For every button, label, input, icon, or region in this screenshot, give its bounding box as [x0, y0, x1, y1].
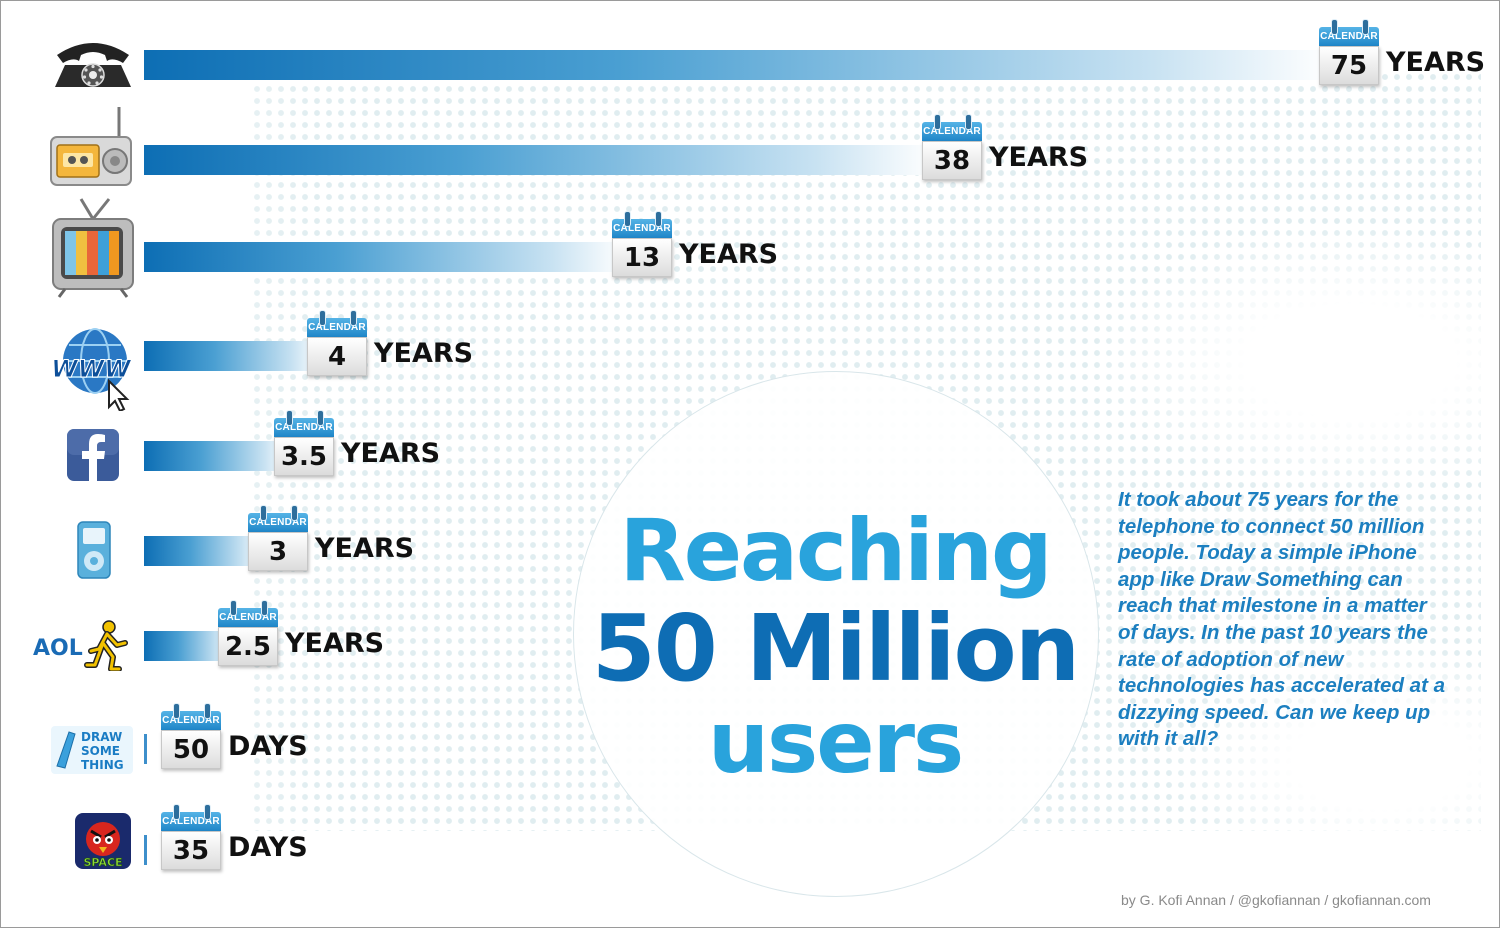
calendar-badge-radio: CALENDAR 38 — [922, 114, 982, 180]
value-label: 75 — [1319, 46, 1379, 85]
draw-something-icon: DRAW SOME THING — [51, 726, 133, 774]
unit-label: DAYS — [228, 731, 308, 762]
calendar-ring — [934, 114, 941, 130]
bar-facebook — [144, 441, 286, 471]
calendar-ring — [260, 505, 267, 521]
calendar-ring — [350, 310, 357, 326]
calendar-badge-aol: CALENDAR 2.5 — [218, 600, 278, 666]
unit-label: YEARS — [374, 338, 474, 369]
calendar-ring — [291, 505, 298, 521]
unit-label: YEARS — [989, 142, 1089, 173]
calendar-ring — [1331, 19, 1338, 35]
value-label: 4 — [307, 337, 367, 376]
calendar-ring — [317, 410, 324, 426]
calendar-label: CALENDAR — [161, 812, 221, 831]
calendar-badge-telephone: CALENDAR 75 — [1319, 19, 1379, 85]
telephone-icon — [55, 43, 131, 87]
title-circle — [573, 371, 1099, 897]
calendar-ring — [173, 703, 180, 719]
bar-ipod — [144, 536, 260, 566]
calendar-label: CALENDAR — [218, 608, 278, 627]
calendar-ring — [624, 211, 631, 227]
calendar-ring — [965, 114, 972, 130]
value-label: 3 — [248, 532, 308, 571]
description-text: It took about 75 years for the telephone… — [1118, 488, 1445, 751]
calendar-badge-draw-something: CALENDAR 50 — [161, 703, 221, 769]
calendar-badge-television: CALENDAR 13 — [612, 211, 672, 277]
title-line-2: 50 Million — [591, 595, 1080, 702]
calendar-ring — [319, 310, 326, 326]
unit-label: DAYS — [228, 832, 308, 863]
calendar-ring — [261, 600, 268, 616]
bar-aol — [144, 631, 230, 661]
calendar-badge-ipod: CALENDAR 3 — [248, 505, 308, 571]
facebook-icon — [67, 429, 119, 481]
calendar-label: CALENDAR — [248, 513, 308, 532]
svg-text:THING: THING — [81, 758, 124, 772]
calendar-ring — [230, 600, 237, 616]
svg-text:WWW: WWW — [51, 355, 132, 383]
unit-label: YEARS — [679, 239, 779, 270]
calendar-ring — [204, 703, 211, 719]
ipod-icon — [77, 521, 111, 579]
svg-text:DRAW: DRAW — [81, 730, 122, 744]
value-label: 50 — [161, 730, 221, 769]
calendar-label: CALENDAR — [161, 711, 221, 730]
value-label: 2.5 — [218, 627, 278, 666]
calendar-label: CALENDAR — [612, 219, 672, 238]
bar-angry-birds-space — [144, 835, 147, 865]
angry-birds-space-icon: SPACE — [75, 813, 131, 869]
unit-label: YEARS — [341, 438, 441, 469]
calendar-badge-facebook: CALENDAR 3.5 — [274, 410, 334, 476]
svg-text:SOME: SOME — [81, 744, 120, 758]
bar-telephone — [144, 50, 1331, 80]
www-icon: WWW — [51, 328, 133, 411]
unit-label: YEARS — [1386, 47, 1486, 78]
title-line-3: users — [707, 693, 964, 793]
calendar-label: CALENDAR — [274, 418, 334, 437]
value-label: 38 — [922, 141, 982, 180]
calendar-ring — [286, 410, 293, 426]
calendar-label: CALENDAR — [1319, 27, 1379, 46]
calendar-ring — [204, 804, 211, 820]
bar-television — [144, 242, 624, 272]
title-line-1: Reaching — [619, 501, 1052, 601]
aol-icon: AOL — [33, 620, 128, 671]
calendar-label: CALENDAR — [922, 122, 982, 141]
bar-radio — [144, 145, 934, 175]
calendar-label: CALENDAR — [307, 318, 367, 337]
calendar-ring — [1362, 19, 1369, 35]
calendar-badge-angry-birds-space: CALENDAR 35 — [161, 804, 221, 870]
svg-text:SPACE: SPACE — [83, 856, 122, 869]
bar-www — [144, 341, 319, 371]
credit-text: by G. Kofi Annan / @gkofiannan / gkofian… — [1121, 892, 1431, 908]
value-label: 3.5 — [274, 437, 334, 476]
calendar-ring — [173, 804, 180, 820]
television-icon — [52, 198, 134, 298]
value-label: 35 — [161, 831, 221, 870]
unit-label: YEARS — [285, 628, 385, 659]
value-label: 13 — [612, 238, 672, 277]
bar-draw-something — [144, 734, 147, 764]
calendar-ring — [655, 211, 662, 227]
calendar-badge-www: CALENDAR 4 — [307, 310, 367, 376]
radio-icon — [50, 107, 132, 186]
unit-label: YEARS — [315, 533, 415, 564]
aol-text: AOL — [33, 636, 83, 661]
